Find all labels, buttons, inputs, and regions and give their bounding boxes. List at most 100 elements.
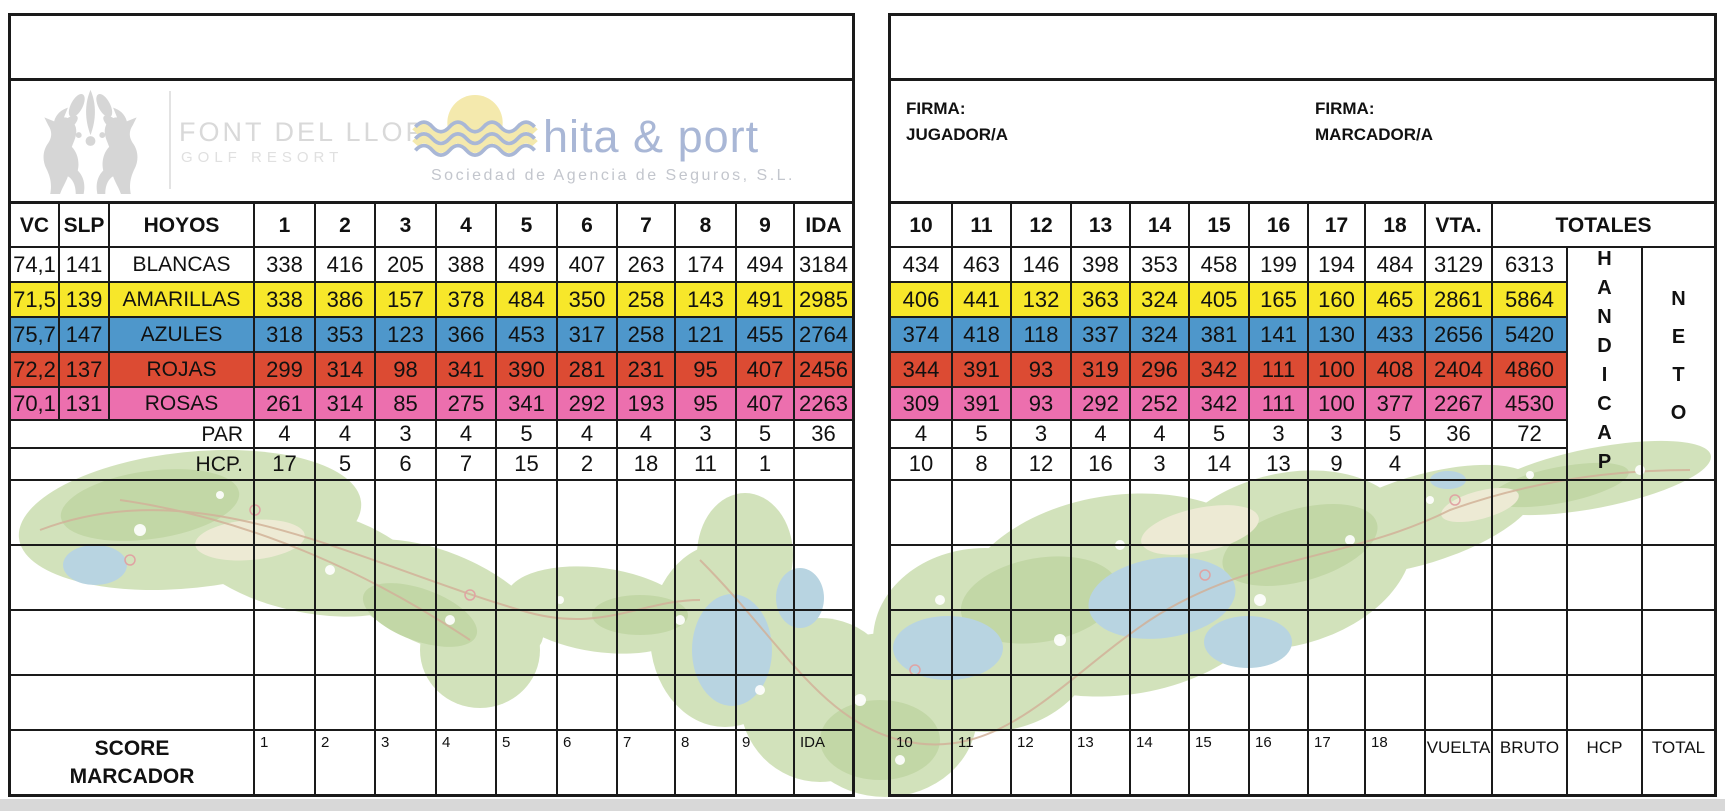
- score-entry-cell[interactable]: [793, 544, 852, 609]
- score-entry-cell[interactable]: [1641, 674, 1714, 729]
- score-entry-cell[interactable]: [1307, 479, 1364, 544]
- score-entry-cell[interactable]: [616, 479, 674, 544]
- score-entry-cell[interactable]: [314, 609, 374, 674]
- marker-score-cell[interactable]: 4: [435, 729, 495, 794]
- score-entry-cell[interactable]: [1248, 609, 1307, 674]
- score-entry-cell[interactable]: [951, 609, 1010, 674]
- score-entry-cell[interactable]: [1307, 544, 1364, 609]
- score-entry-cell[interactable]: [735, 674, 793, 729]
- score-entry-cell[interactable]: [1188, 609, 1248, 674]
- player-name-cell[interactable]: [11, 609, 253, 674]
- score-entry-cell[interactable]: [495, 479, 556, 544]
- marker-score-cell[interactable]: 2: [314, 729, 374, 794]
- marker-score-cell[interactable]: 16: [1248, 729, 1307, 794]
- score-entry-cell[interactable]: [1491, 674, 1566, 729]
- score-entry-cell[interactable]: [1248, 674, 1307, 729]
- marker-score-cell[interactable]: 15: [1188, 729, 1248, 794]
- score-entry-cell[interactable]: [1307, 674, 1364, 729]
- score-entry-cell[interactable]: [1188, 544, 1248, 609]
- score-entry-cell[interactable]: [495, 609, 556, 674]
- score-entry-cell[interactable]: [1424, 609, 1491, 674]
- score-entry-cell[interactable]: [1364, 479, 1424, 544]
- marker-score-cell[interactable]: 9: [735, 729, 793, 794]
- marker-score-cell[interactable]: 13: [1070, 729, 1129, 794]
- player-signature-field[interactable]: FIRMA: JUGADOR/A: [906, 96, 1008, 147]
- marker-score-cell[interactable]: 8: [674, 729, 735, 794]
- score-entry-cell[interactable]: [314, 674, 374, 729]
- marker-score-cell[interactable]: 5: [495, 729, 556, 794]
- marker-score-cell[interactable]: HCP: [1566, 729, 1641, 794]
- marker-score-cell[interactable]: TOTAL: [1641, 729, 1714, 794]
- marker-score-cell[interactable]: IDA: [793, 729, 852, 794]
- score-entry-cell[interactable]: [1424, 674, 1491, 729]
- score-entry-cell[interactable]: [735, 609, 793, 674]
- marker-score-cell[interactable]: 11: [951, 729, 1010, 794]
- score-entry-cell[interactable]: [556, 674, 616, 729]
- score-entry-cell[interactable]: [314, 544, 374, 609]
- score-entry-cell[interactable]: [253, 479, 314, 544]
- score-entry-cell[interactable]: [253, 674, 314, 729]
- score-entry-cell[interactable]: [1566, 544, 1641, 609]
- score-entry-cell[interactable]: [1566, 674, 1641, 729]
- score-entry-cell[interactable]: [674, 479, 735, 544]
- score-entry-cell[interactable]: [1491, 609, 1566, 674]
- score-entry-cell[interactable]: [1307, 609, 1364, 674]
- score-entry-cell[interactable]: [556, 609, 616, 674]
- marker-score-cell[interactable]: 14: [1129, 729, 1188, 794]
- marker-score-cell[interactable]: 17: [1307, 729, 1364, 794]
- score-entry-cell[interactable]: [1364, 609, 1424, 674]
- score-entry-cell[interactable]: [1010, 544, 1070, 609]
- score-entry-cell[interactable]: [1566, 609, 1641, 674]
- score-entry-cell[interactable]: [1641, 544, 1714, 609]
- score-entry-cell[interactable]: [253, 609, 314, 674]
- score-entry-cell[interactable]: [1070, 609, 1129, 674]
- score-entry-cell[interactable]: [435, 609, 495, 674]
- score-entry-cell[interactable]: [616, 609, 674, 674]
- score-entry-cell[interactable]: [1641, 479, 1714, 544]
- marker-score-cell[interactable]: 12: [1010, 729, 1070, 794]
- score-entry-cell[interactable]: [1129, 674, 1188, 729]
- score-entry-cell[interactable]: [674, 674, 735, 729]
- score-entry-cell[interactable]: [374, 479, 435, 544]
- score-entry-cell[interactable]: [556, 479, 616, 544]
- marker-score-cell[interactable]: 7: [616, 729, 674, 794]
- score-entry-cell[interactable]: [674, 544, 735, 609]
- score-entry-cell[interactable]: [951, 674, 1010, 729]
- score-entry-cell[interactable]: [374, 674, 435, 729]
- score-entry-cell[interactable]: [1070, 674, 1129, 729]
- score-entry-cell[interactable]: [674, 609, 735, 674]
- score-entry-cell[interactable]: [1248, 544, 1307, 609]
- score-entry-cell[interactable]: [1010, 479, 1070, 544]
- score-entry-cell[interactable]: [435, 674, 495, 729]
- score-entry-cell[interactable]: [1188, 674, 1248, 729]
- score-entry-cell[interactable]: [891, 479, 951, 544]
- score-entry-cell[interactable]: [1129, 479, 1188, 544]
- score-entry-cell[interactable]: [556, 544, 616, 609]
- score-entry-cell[interactable]: [1070, 544, 1129, 609]
- score-entry-cell[interactable]: [1129, 544, 1188, 609]
- player-name-cell[interactable]: [11, 674, 253, 729]
- score-entry-cell[interactable]: [1424, 479, 1491, 544]
- marker-score-cell[interactable]: 6: [556, 729, 616, 794]
- score-entry-cell[interactable]: [253, 544, 314, 609]
- score-entry-cell[interactable]: [1010, 609, 1070, 674]
- score-entry-cell[interactable]: [891, 544, 951, 609]
- score-entry-cell[interactable]: [793, 609, 852, 674]
- score-entry-cell[interactable]: [435, 479, 495, 544]
- score-entry-cell[interactable]: [314, 479, 374, 544]
- score-entry-cell[interactable]: [1364, 544, 1424, 609]
- score-entry-cell[interactable]: [1070, 479, 1129, 544]
- score-entry-cell[interactable]: [1188, 479, 1248, 544]
- score-entry-cell[interactable]: [1566, 479, 1641, 544]
- score-entry-cell[interactable]: [891, 674, 951, 729]
- score-entry-cell[interactable]: [374, 544, 435, 609]
- score-entry-cell[interactable]: [616, 674, 674, 729]
- score-entry-cell[interactable]: [495, 544, 556, 609]
- marker-score-cell[interactable]: 10: [891, 729, 951, 794]
- marker-signature-field[interactable]: FIRMA: MARCADOR/A: [1315, 96, 1433, 147]
- score-entry-cell[interactable]: [495, 674, 556, 729]
- score-entry-cell[interactable]: [1491, 544, 1566, 609]
- score-entry-cell[interactable]: [891, 609, 951, 674]
- score-entry-cell[interactable]: [1491, 479, 1566, 544]
- score-entry-cell[interactable]: [1010, 674, 1070, 729]
